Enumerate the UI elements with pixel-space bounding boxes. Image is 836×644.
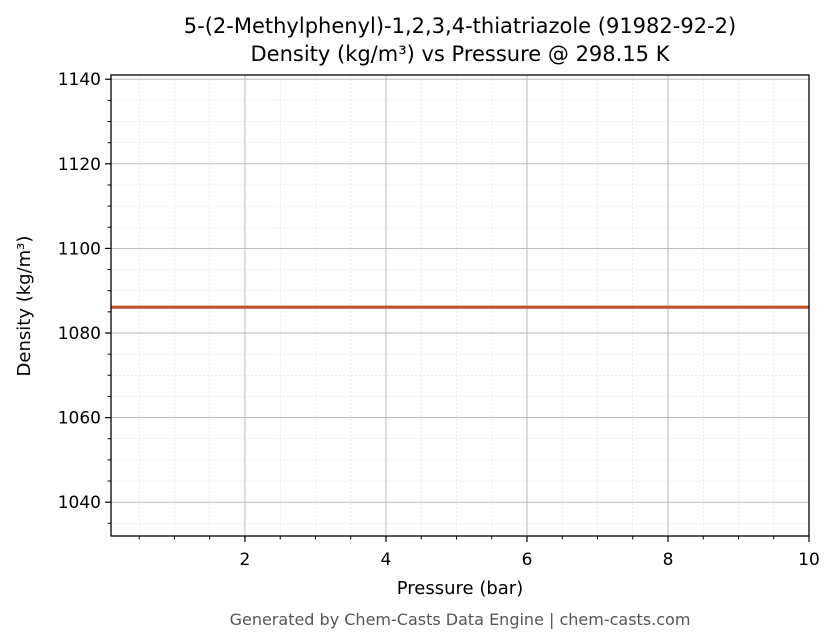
y-tick-label: 1080: [58, 324, 101, 344]
x-tick-label: 4: [381, 550, 392, 570]
y-tick-label: 1040: [58, 493, 101, 513]
chart-subtitle: Density (kg/m³) vs Pressure @ 298.15 K: [250, 42, 670, 66]
x-axis-label: Pressure (bar): [397, 578, 523, 599]
x-tick-label: 10: [798, 550, 820, 570]
y-axis-label: Density (kg/m³): [14, 236, 35, 377]
y-tick-label: 1140: [58, 70, 101, 90]
chart-title: 5-(2-Methylphenyl)-1,2,3,4-thiatriazole …: [184, 14, 736, 38]
minor-grid: [111, 75, 809, 536]
y-tick-label: 1060: [58, 409, 101, 429]
major-grid: [111, 75, 810, 536]
plot-frame: [110, 74, 810, 537]
footer-credit: Generated by Chem-Casts Data Engine | ch…: [230, 610, 691, 629]
y-tick-label: 1120: [58, 155, 101, 175]
y-tick-label: 1100: [58, 239, 101, 259]
x-tick-label: 2: [240, 550, 251, 570]
x-tick-label: 8: [663, 550, 674, 570]
x-tick-label: 6: [522, 550, 533, 570]
y-axis-ticks: 1040 1060 1080 1100 1120 1140: [58, 70, 111, 524]
x-axis-ticks: 2 4 6 8 10: [138, 536, 820, 570]
